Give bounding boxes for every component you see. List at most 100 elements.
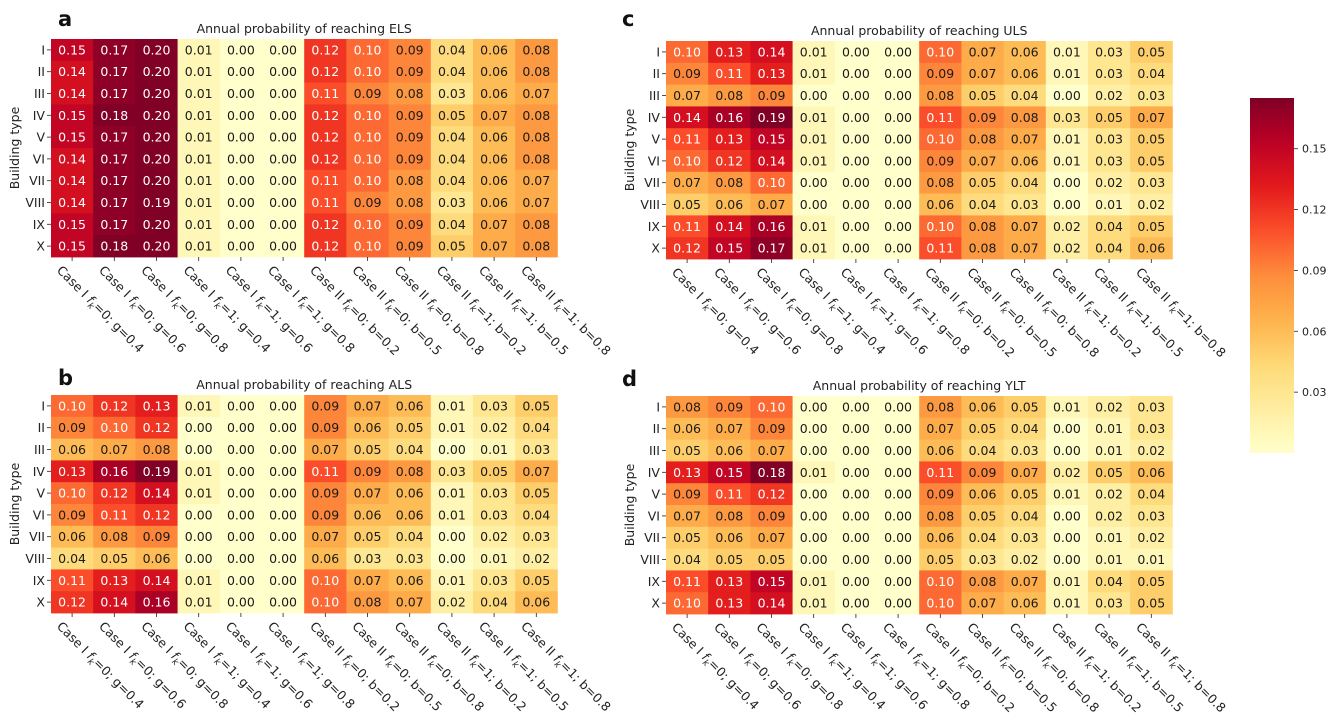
cell-value-label: 0.00 — [1053, 443, 1081, 458]
cell-value-label: 0.08 — [715, 175, 743, 190]
row-tick-label: VIII — [640, 197, 660, 212]
heatmap-cell — [834, 62, 878, 85]
heatmap-cell — [262, 39, 305, 62]
cell-value-label: 0.02 — [480, 529, 508, 544]
heatmap-cell — [1003, 150, 1047, 173]
heatmap-cell — [1088, 461, 1131, 484]
cell-value-label: 0.08 — [715, 88, 743, 103]
heatmap-cell — [1130, 548, 1173, 571]
heatmap-cell — [177, 438, 221, 461]
heatmap-cell — [515, 416, 558, 439]
cell-value-label: 0.05 — [969, 508, 997, 523]
cell-value-label: 0.11 — [715, 487, 743, 502]
heatmap-cell — [177, 235, 221, 258]
heatmap-cell — [304, 126, 347, 149]
cell-value-label: 0.07 — [1011, 241, 1039, 256]
cell-value-label: 0.14 — [100, 595, 128, 610]
heatmap-cell — [388, 104, 432, 127]
heatmap-cell — [93, 482, 136, 505]
cell-value-label: 0.06 — [1137, 241, 1165, 256]
cell-value-label: 0.11 — [100, 507, 128, 522]
heatmap-cell — [1003, 592, 1047, 615]
heatmap-cell — [135, 591, 178, 614]
cell-value-label: 0.04 — [438, 217, 466, 232]
cell-value-label: 0.00 — [438, 529, 466, 544]
col-tick-label: Case I fk=0; g=0.4 — [667, 620, 762, 715]
heatmap-cell — [177, 169, 221, 192]
heatmap-cell — [473, 148, 516, 171]
cell-value-label: 0.08 — [969, 132, 997, 147]
heatmap-cell — [135, 148, 178, 171]
cell-value-label: 0.00 — [842, 132, 870, 147]
heatmap-cell — [262, 525, 305, 548]
cell-value-label: 0.03 — [480, 398, 508, 413]
cell-value-label: 0.13 — [143, 398, 171, 413]
cell-value-label: 0.20 — [143, 86, 171, 101]
cell-value-label: 0.07 — [354, 486, 382, 501]
heatmap-cell — [135, 213, 178, 236]
heatmap-cell — [792, 193, 836, 216]
heatmap-cell — [877, 128, 920, 151]
cell-value-label: 0.11 — [58, 573, 86, 588]
cell-value-label: 0.10 — [354, 173, 382, 188]
heatmap-cell — [1130, 439, 1173, 462]
cell-value-label: 0.00 — [269, 86, 297, 101]
cell-value-label: 0.11 — [311, 464, 339, 479]
row-tick-label: V — [36, 130, 45, 145]
heatmap-cell — [262, 191, 305, 214]
cell-value-label: 0.05 — [354, 442, 382, 457]
cell-value-label: 0.02 — [1095, 487, 1123, 502]
heatmap-cell — [1045, 483, 1089, 506]
heatmap-cell — [219, 569, 263, 592]
heatmap-cell — [515, 525, 558, 548]
heatmap-cell — [388, 213, 432, 236]
heatmap-cell — [262, 460, 305, 483]
row-tick-label: IX — [33, 217, 46, 232]
heatmap-cell — [51, 547, 94, 570]
heatmap-cell — [750, 396, 793, 419]
cell-value-label: 0.00 — [842, 110, 870, 125]
cell-value-label: 0.01 — [438, 486, 466, 501]
cell-value-label: 0.09 — [926, 153, 954, 168]
heatmap-cell — [708, 461, 751, 484]
heatmap-cell — [1003, 193, 1047, 216]
heatmap-cell — [877, 396, 920, 419]
cell-value-label: 0.00 — [269, 529, 297, 544]
cell-value-label: 0.00 — [842, 443, 870, 458]
cell-value-label: 0.17 — [100, 173, 128, 188]
heatmap-cell — [51, 525, 94, 548]
cell-value-label: 0.00 — [438, 551, 466, 566]
cell-value-label: 0.00 — [269, 173, 297, 188]
heatmap-cell — [834, 505, 878, 528]
heatmap-cell — [473, 191, 516, 214]
cell-value-label: 0.02 — [1137, 530, 1165, 545]
heatmap-cell — [262, 395, 305, 418]
heatmap-cell — [1130, 215, 1173, 238]
cell-value-label: 0.04 — [1137, 66, 1165, 81]
heatmap-cell — [877, 215, 920, 238]
heatmap-cell — [792, 548, 836, 571]
cell-value-label: 0.00 — [842, 508, 870, 523]
heatmap-cell — [515, 169, 558, 192]
cell-value-label: 0.08 — [926, 508, 954, 523]
cell-value-label: 0.01 — [185, 239, 213, 254]
heatmap-cell — [1130, 62, 1173, 85]
heatmap-cell — [262, 591, 305, 614]
cell-value-label: 0.00 — [269, 398, 297, 413]
cell-value-label: 0.02 — [1137, 197, 1165, 212]
panel-a: a Annual probability of reaching ELS 0.15 0… — [7, 7, 614, 358]
cell-value-label: 0.08 — [522, 42, 550, 57]
row-tick-label: IV — [33, 464, 46, 479]
heatmap-cell — [1003, 417, 1047, 440]
cell-value-label: 0.00 — [842, 465, 870, 480]
heatmap-cell — [750, 592, 793, 615]
cell-value-label: 0.14 — [58, 195, 86, 210]
heatmap-cell — [473, 126, 516, 149]
cell-value-label: 0.03 — [438, 195, 466, 210]
heatmap-cell — [1045, 396, 1089, 419]
heatmap-cell — [1045, 526, 1089, 549]
heatmap-cell — [473, 438, 516, 461]
cell-value-label: 0.11 — [311, 195, 339, 210]
cell-value-label: 0.10 — [311, 573, 339, 588]
heatmap-cell — [304, 438, 347, 461]
